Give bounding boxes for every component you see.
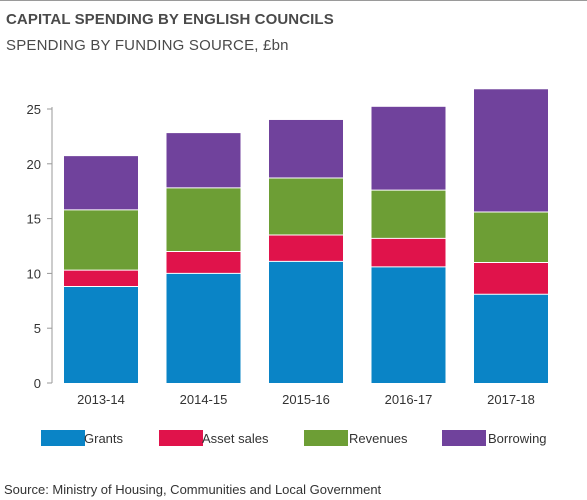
x-tick-label: 2016-17 <box>385 392 433 407</box>
legend-swatch-revenues <box>304 430 348 446</box>
legend-label-revenues: Revenues <box>349 431 408 446</box>
y-tick-label: 20 <box>27 157 41 172</box>
y-tick-label: 25 <box>27 102 41 117</box>
chart-title: CAPITAL SPENDING BY ENGLISH COUNCILS <box>6 11 334 28</box>
y-tick-label: 15 <box>27 212 41 227</box>
stacked-bar-chart: 0 5 10 15 20 25 2013-14 2014-15 2015-16 2016-17 20… <box>27 89 548 407</box>
y-tick-label: 5 <box>34 321 41 336</box>
legend-swatch-borrowing <box>442 430 486 446</box>
legend-label-borrowing: Borrowing <box>488 431 547 446</box>
bar-segment-revenues <box>474 212 548 263</box>
bar-segment-grants <box>474 294 548 383</box>
bar-segment-asset-sales <box>166 251 241 274</box>
bar-segment-borrowing <box>64 156 138 210</box>
bar-segment-borrowing <box>474 89 548 213</box>
y-tick-label: 10 <box>27 266 41 281</box>
bar-segment-revenues <box>64 209 138 271</box>
chart-subtitle: SPENDING BY FUNDING SOURCE, £bn <box>6 37 289 54</box>
x-tick-label: 2014-15 <box>180 392 228 407</box>
bar-segment-asset-sales <box>474 262 548 295</box>
bar-segment-borrowing <box>166 133 241 188</box>
bar-segment-grants <box>269 261 343 383</box>
bar-segment-borrowing <box>269 119 343 179</box>
y-tick-label: 0 <box>34 376 41 391</box>
bar-segment-asset-sales <box>64 270 138 287</box>
bar-segment-revenues <box>166 187 241 252</box>
bar-segment-grants <box>64 286 138 383</box>
source-note: Source: Ministry of Housing, Communities… <box>4 482 382 497</box>
x-tick-label: 2015-16 <box>282 392 330 407</box>
legend-swatch-grants <box>41 430 85 446</box>
bar-segment-borrowing <box>371 106 446 191</box>
bar-segment-revenues <box>269 178 343 236</box>
bar-segment-asset-sales <box>269 235 343 262</box>
x-tick-label: 2017-18 <box>487 392 535 407</box>
legend-label-asset-sales: Asset sales <box>202 431 269 446</box>
legend-label-grants: Grants <box>84 431 124 446</box>
bar-segment-revenues <box>371 190 446 239</box>
x-tick-label: 2013-14 <box>77 392 125 407</box>
legend: Grants Asset sales Revenues Borrowing <box>0 429 587 449</box>
top-rule <box>0 0 587 1</box>
bar-segment-asset-sales <box>371 238 446 267</box>
bar-segment-grants <box>166 273 241 383</box>
legend-swatch-asset-sales <box>159 430 203 446</box>
bar-segment-grants <box>371 266 446 383</box>
